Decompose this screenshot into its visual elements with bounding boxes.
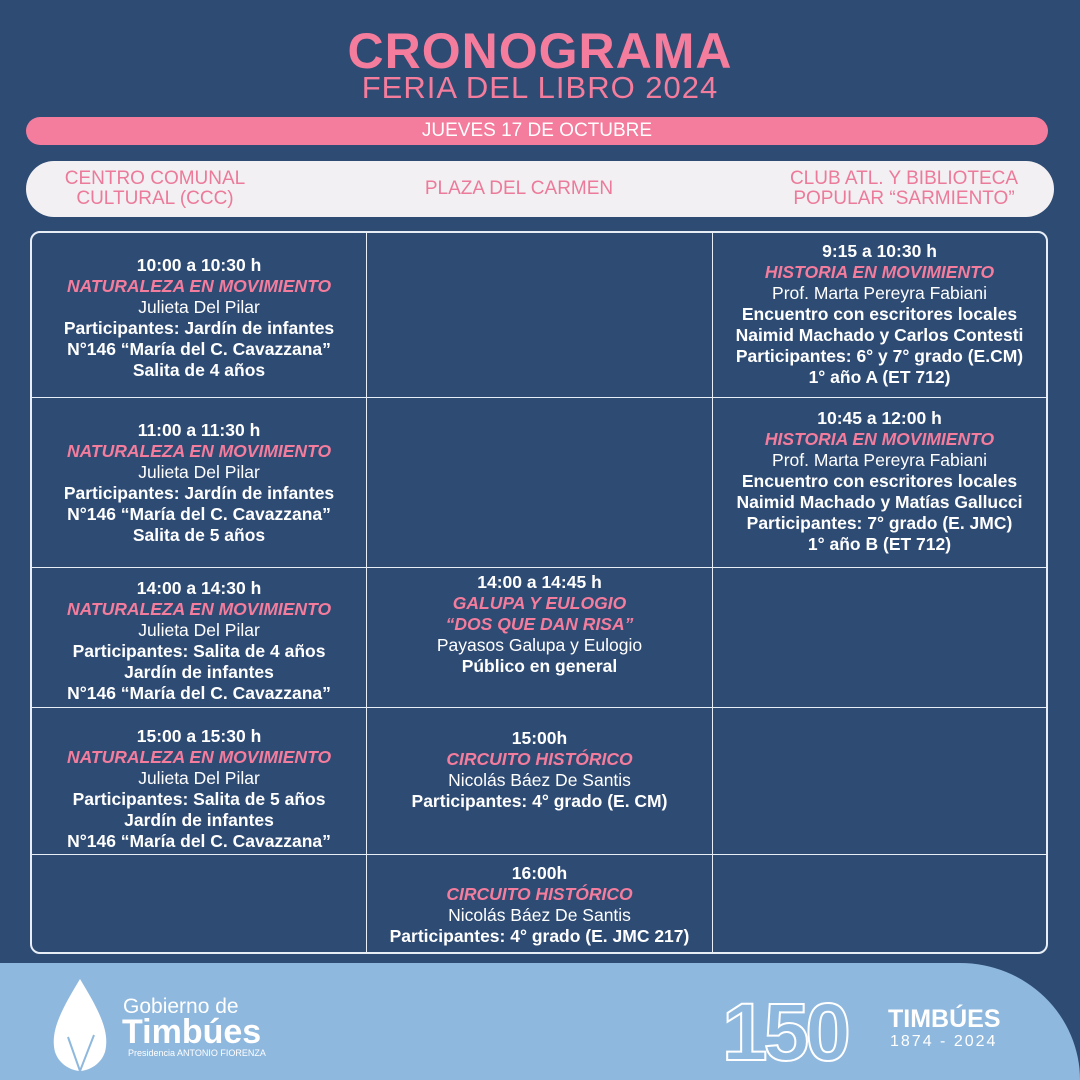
presidencia-text: Presidencia ANTONIO FIORENZA	[128, 1048, 266, 1058]
table-cell: 14:00 a 14:45 h GALUPA Y EULOGIO “DOS QUE …	[366, 568, 712, 707]
event-host: Nicolás Báez De Santis	[448, 770, 631, 790]
event-host: Nicolás Báez De Santis	[448, 905, 631, 925]
table-cell: 15:00h CIRCUITO HISTÓRICO Nicolás Báez De …	[366, 708, 712, 854]
event-detail: Naimid Machado y Carlos Contesti	[735, 325, 1024, 345]
event-title: GALUPA Y EULOGIO	[452, 593, 627, 613]
event-host: Payasos Galupa y Eulogio	[436, 635, 643, 655]
event-time: 15:00h	[511, 728, 568, 748]
table-cell: 10:45 a 12:00 h HISTORIA EN MOVIMIENTO Pro…	[712, 398, 1046, 567]
event-title: NATURALEZA EN MOVIMIENTO	[66, 441, 332, 461]
table-cell: 14:00 a 14:30 h NATURALEZA EN MOVIMIENTO J…	[32, 568, 366, 707]
venue-name-line: CLUB ATL. Y BIBLIOTECA	[789, 168, 1019, 189]
table-cell: 10:00 a 10:30 h NATURALEZA EN MOVIMIENTO J…	[32, 233, 366, 397]
event-detail: Participantes: 7° grado (E. JMC)	[746, 513, 1013, 533]
event-time: 16:00h	[511, 863, 568, 883]
event-detail: Encuentro con escritores locales	[741, 471, 1018, 491]
event-detail: Participantes: Jardín de infantes	[63, 483, 335, 503]
venue-1: PLAZA DEL CARMEN	[284, 179, 754, 199]
event-title: HISTORIA EN MOVIMIENTO	[764, 429, 995, 449]
table-cell	[712, 708, 1046, 854]
event-detail: N°146 “María del C. Cavazzana”	[67, 339, 331, 359]
event-host: Julieta Del Pilar	[138, 297, 260, 317]
table-cell	[32, 855, 366, 952]
event-detail: N°146 “María del C. Cavazzana”	[67, 504, 331, 524]
footer	[0, 963, 1080, 1080]
venue-name-line: PLAZA DEL CARMEN	[424, 178, 614, 199]
leaf-logo-icon	[53, 979, 107, 1072]
gobierno-text: Gobierno de	[123, 995, 239, 1018]
event-host: Prof. Marta Pereyra Fabiani	[772, 450, 987, 470]
event-detail: Salita de 4 años	[132, 360, 266, 380]
venue-name-line: CENTRO COMUNAL	[64, 168, 246, 189]
page-subtitle: FERIA DEL LIBRO 2024	[361, 70, 719, 105]
table-row: 14:00 a 14:30 h NATURALEZA EN MOVIMIENTO J…	[32, 568, 1046, 708]
table-cell	[712, 855, 1046, 952]
event-detail: Encuentro con escritores locales	[741, 304, 1018, 324]
event-detail: 1° año A (ET 712)	[808, 367, 951, 387]
table-row: 15:00 a 15:30 h NATURALEZA EN MOVIMIENTO J…	[32, 708, 1046, 855]
event-time: 9:15 a 10:30 h	[822, 241, 937, 261]
table-cell	[712, 568, 1046, 707]
event-title: HISTORIA EN MOVIMIENTO	[764, 262, 995, 282]
table-row: 11:00 a 11:30 h NATURALEZA EN MOVIMIENTO J…	[32, 398, 1046, 568]
event-title: CIRCUITO HISTÓRICO	[446, 884, 633, 904]
event-detail: Jardín de infantes	[124, 810, 274, 830]
event-host: Julieta Del Pilar	[138, 462, 260, 482]
table-cell: 16:00h CIRCUITO HISTÓRICO Nicolás Báez De …	[366, 855, 712, 952]
venue-name-line: CULTURAL (CCC)	[76, 188, 234, 209]
anniversary-years: 1874 - 2024	[890, 1033, 998, 1050]
event-detail: Jardín de infantes	[124, 662, 274, 682]
table-cell	[366, 398, 712, 567]
event-time: 14:00 a 14:30 h	[136, 578, 262, 598]
day-banner: JUEVES 17 DE OCTUBRE	[26, 117, 1048, 145]
table-row: 16:00h CIRCUITO HISTÓRICO Nicolás Báez De …	[32, 855, 1046, 952]
table-cell: 9:15 a 10:30 h HISTORIA EN MOVIMIENTO Prof…	[712, 233, 1046, 397]
event-title: NATURALEZA EN MOVIMIENTO	[66, 276, 332, 296]
event-detail: Participantes: Salita de 5 años	[72, 789, 326, 809]
event-detail: Público en general	[461, 656, 618, 676]
venue-0: CENTRO COMUNAL CULTURAL (CCC)	[26, 169, 284, 209]
venue-name-line: POPULAR “SARMIENTO”	[793, 188, 1015, 209]
event-time: 10:00 a 10:30 h	[136, 255, 262, 275]
anniversary-title: TIMBÚES	[888, 1005, 1001, 1033]
anniversary-150-logo: 150	[721, 986, 852, 1079]
event-time: 15:00 a 15:30 h	[136, 726, 262, 746]
event-detail: Participantes: Jardín de infantes	[63, 318, 335, 338]
event-detail: N°146 “María del C. Cavazzana”	[67, 831, 331, 851]
event-title: “DOS QUE DAN RISA”	[445, 614, 634, 634]
event-time: 14:00 a 14:45 h	[477, 572, 602, 592]
table-cell: 15:00 a 15:30 h NATURALEZA EN MOVIMIENTO J…	[32, 708, 366, 854]
event-time: 11:00 a 11:30 h	[137, 420, 261, 440]
timbues-logo-text: Timbúes	[122, 1013, 262, 1051]
event-title: CIRCUITO HISTÓRICO	[446, 749, 633, 769]
event-detail: 1° año B (ET 712)	[807, 534, 952, 554]
event-detail: Participantes: Salita de 4 años	[72, 641, 326, 661]
table-cell: 11:00 a 11:30 h NATURALEZA EN MOVIMIENTO J…	[32, 398, 366, 567]
event-detail: Salita de 5 años	[132, 525, 266, 545]
venue-2: CLUB ATL. Y BIBLIOTECA POPULAR “SARMIENTO…	[754, 169, 1054, 209]
event-host: Prof. Marta Pereyra Fabiani	[772, 283, 987, 303]
event-detail: Participantes: 6° y 7° grado (E.CM)	[735, 346, 1024, 366]
event-detail: N°146 “María del C. Cavazzana”	[67, 683, 331, 703]
event-host: Julieta Del Pilar	[138, 620, 260, 640]
table-cell	[366, 233, 712, 397]
event-detail: Participantes: 4° grado (E. CM)	[411, 791, 668, 811]
event-detail: Participantes: 4° grado (E. JMC 217)	[389, 926, 690, 946]
venue-header: CENTRO COMUNAL CULTURAL (CCC) PLAZA DEL CA…	[26, 161, 1054, 217]
event-title: NATURALEZA EN MOVIMIENTO	[66, 599, 332, 619]
page-title: CRONOGRAMA	[347, 23, 733, 79]
event-title: NATURALEZA EN MOVIMIENTO	[66, 747, 332, 767]
table-row: 10:00 a 10:30 h NATURALEZA EN MOVIMIENTO J…	[32, 233, 1046, 398]
schedule-table: 10:00 a 10:30 h NATURALEZA EN MOVIMIENTO J…	[30, 231, 1048, 954]
event-time: 10:45 a 12:00 h	[817, 408, 942, 428]
event-host: Julieta Del Pilar	[138, 768, 260, 788]
event-detail: Naimid Machado y Matías Gallucci	[736, 492, 1023, 512]
